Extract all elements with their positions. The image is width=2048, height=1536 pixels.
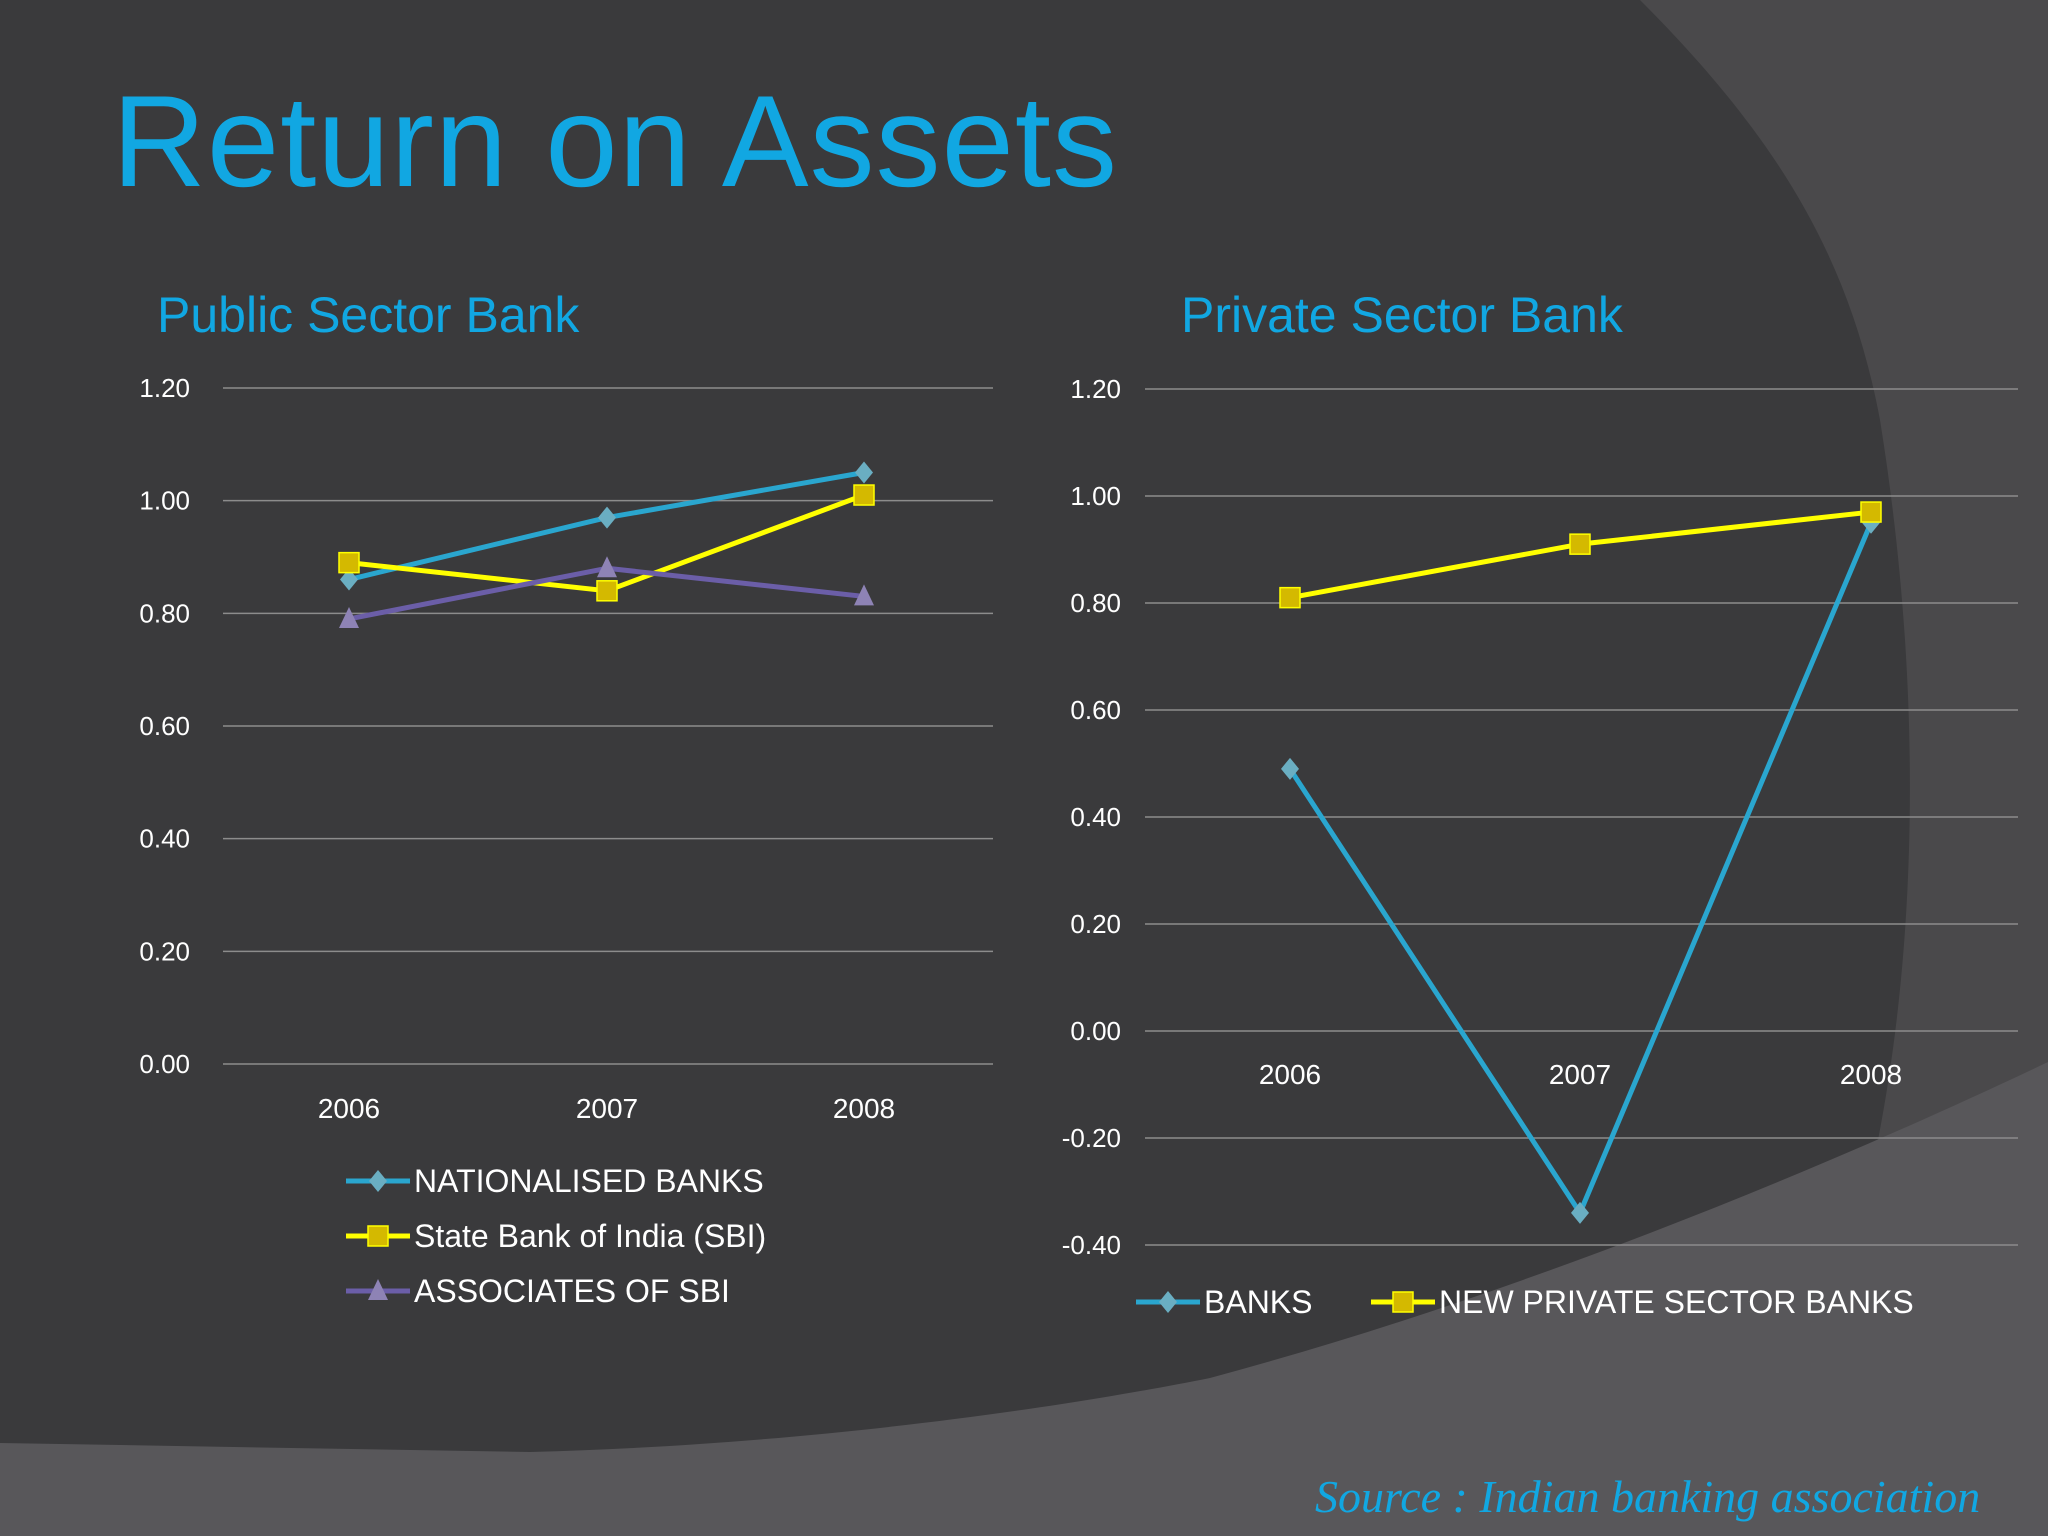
diamond-marker-icon [340, 568, 358, 591]
y-tick-label: 0.00 [1070, 1016, 1121, 1046]
diamond-marker-icon [1571, 1201, 1589, 1224]
diamond-legend-icon [346, 1170, 410, 1192]
triangle-marker-icon [854, 584, 874, 606]
diamond-legend-icon [1136, 1291, 1200, 1313]
legend-label: BANKS [1204, 1283, 1313, 1320]
y-tick-label: 1.00 [139, 486, 190, 516]
square-marker-icon [338, 551, 360, 574]
public-chart-title: Public Sector Bank [157, 287, 580, 343]
x-tick-label: 2007 [1549, 1059, 1611, 1090]
square-marker-icon [1279, 586, 1301, 609]
square-marker-icon [367, 1225, 389, 1247]
triangle-legend-icon [346, 1279, 410, 1300]
y-tick-label: 0.20 [1070, 909, 1121, 939]
diamond-marker-icon [1281, 757, 1299, 780]
diamond-marker-icon [1159, 1291, 1177, 1313]
square-marker-icon [853, 484, 875, 506]
square-marker-icon [1860, 501, 1882, 523]
legend-item: BANKS [1136, 1282, 1312, 1322]
diamond-marker-icon [855, 461, 873, 484]
legend-label: ASSOCIATES OF SBI [414, 1272, 730, 1309]
y-tick-label: 0.60 [1070, 695, 1121, 725]
x-tick-label: 2006 [318, 1093, 380, 1124]
y-tick-label: 0.80 [139, 598, 190, 628]
legend-item: State Bank of India (SBI) [346, 1216, 766, 1256]
x-tick-label: 2006 [1259, 1059, 1321, 1090]
slide-title: Return on Assets [112, 68, 1118, 214]
triangle-marker-icon [597, 556, 617, 578]
y-tick-label: -0.40 [1062, 1230, 1121, 1260]
y-tick-label: 1.20 [1070, 374, 1121, 404]
square-marker-icon [1569, 533, 1591, 555]
y-tick-label: -0.20 [1062, 1123, 1121, 1153]
x-tick-label: 2007 [576, 1093, 638, 1124]
legend-label: State Bank of India (SBI) [414, 1217, 767, 1254]
legend-label: NATIONALISED BANKS [414, 1162, 764, 1199]
y-tick-label: 0.40 [139, 824, 190, 854]
triangle-marker-icon [368, 1279, 388, 1300]
legend-label: NEW PRIVATE SECTOR BANKS [1439, 1283, 1914, 1320]
square-marker-icon [596, 580, 618, 602]
private-series-line [1287, 521, 1874, 1216]
y-tick-label: 0.80 [1070, 588, 1121, 618]
source-note: Source : Indian banking association [1315, 1471, 1981, 1522]
y-tick-label: 1.20 [139, 373, 190, 403]
y-tick-label: 0.20 [139, 936, 190, 966]
legend-item: NATIONALISED BANKS [346, 1161, 764, 1201]
x-tick-label: 2008 [1840, 1059, 1902, 1090]
y-tick-label: 1.00 [1070, 481, 1121, 511]
y-tick-label: 0.40 [1070, 802, 1121, 832]
diamond-marker-icon [598, 506, 616, 529]
diamond-marker-icon [369, 1170, 387, 1192]
legend-item: NEW PRIVATE SECTOR BANKS [1371, 1282, 1914, 1322]
square-marker-icon [1392, 1291, 1414, 1313]
y-tick-label: 0.60 [139, 711, 190, 741]
x-tick-label: 2008 [833, 1093, 895, 1124]
y-tick-label: 0.00 [139, 1049, 190, 1079]
private-chart-title: Private Sector Bank [1181, 287, 1623, 343]
triangle-marker-icon [339, 606, 359, 628]
square-legend-icon [346, 1225, 410, 1247]
square-legend-icon [1371, 1291, 1435, 1313]
legend-item: ASSOCIATES OF SBI [346, 1271, 730, 1311]
